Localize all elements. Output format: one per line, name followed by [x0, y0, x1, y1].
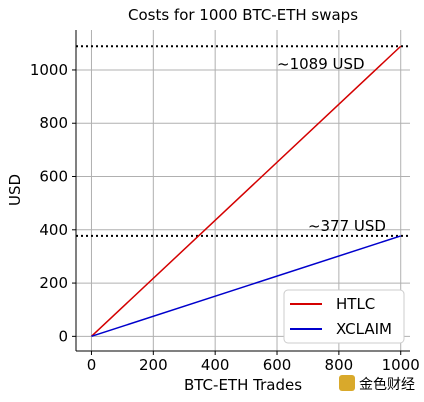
- x-tick-label: 200: [139, 356, 168, 374]
- legend: HTLC XCLAIM: [283, 289, 405, 344]
- legend-label-htlc: HTLC: [336, 295, 375, 313]
- x-tick-label: 800: [325, 356, 354, 374]
- watermark-text: 金色财经: [359, 376, 415, 393]
- grid: [76, 30, 410, 351]
- x-tick-label: 600: [263, 356, 292, 374]
- x-tick-label: 1000: [382, 356, 420, 374]
- watermark-logo: [339, 375, 355, 391]
- axes-spines: [75, 30, 410, 352]
- series-line-xclaim: [91, 235, 401, 338]
- series-lines: [90, 45, 402, 338]
- legend-label-xclaim: XCLAIM: [336, 320, 392, 338]
- y-axis-label: USD: [6, 174, 24, 206]
- reference-line-label: ~377 USD: [308, 217, 386, 235]
- chart-title: Costs for 1000 BTC-ETH swaps: [128, 6, 358, 24]
- watermark: 金色财经: [339, 375, 415, 393]
- y-tick-label: 800: [39, 114, 68, 132]
- y-tick-label: 200: [39, 274, 68, 292]
- x-axis-label: BTC-ETH Trades: [184, 376, 302, 394]
- reference-line-label: ~1089 USD: [277, 55, 365, 73]
- y-tick-label: 0: [58, 327, 68, 345]
- y-axis-ticks: 0 200 400 600 800 1000: [30, 61, 76, 345]
- y-tick-label: 400: [39, 221, 68, 239]
- series-line-htlc: [90, 45, 402, 337]
- x-tick-label: 400: [201, 356, 230, 374]
- reference-lines: ~1089 USD ~377 USD: [76, 45, 410, 237]
- y-tick-label: 600: [39, 168, 68, 186]
- x-axis-ticks: 0 200 400 600 800 1000: [87, 351, 420, 374]
- x-tick-label: 0: [87, 356, 97, 374]
- y-tick-label: 1000: [30, 61, 68, 79]
